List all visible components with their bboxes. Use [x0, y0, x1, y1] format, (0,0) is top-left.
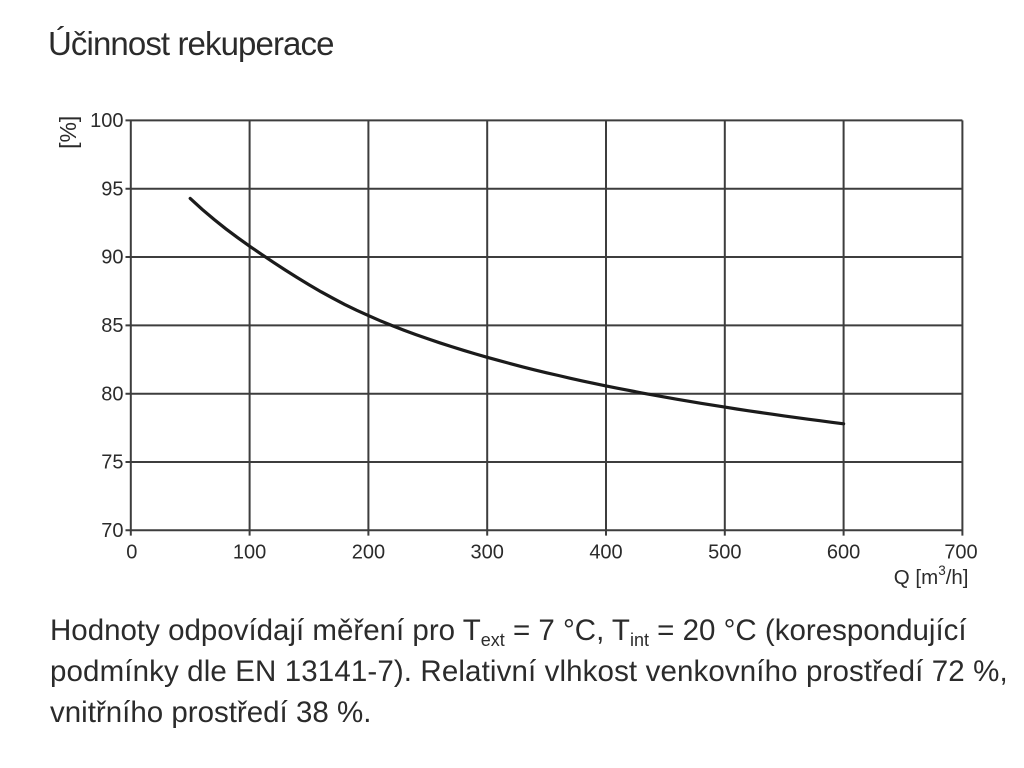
- svg-text:300: 300: [471, 541, 504, 563]
- svg-text:85: 85: [101, 315, 123, 337]
- svg-text:90: 90: [101, 247, 123, 269]
- svg-text:95: 95: [101, 178, 123, 200]
- svg-text:700: 700: [944, 541, 977, 563]
- svg-text:200: 200: [352, 541, 385, 563]
- svg-text:100: 100: [233, 541, 266, 563]
- svg-text:100: 100: [90, 110, 123, 132]
- svg-text:Q [m3/h]: Q [m3/h]: [894, 563, 969, 589]
- svg-text:400: 400: [589, 541, 622, 563]
- svg-text:80: 80: [101, 383, 123, 405]
- svg-text:500: 500: [708, 541, 741, 563]
- svg-text:70: 70: [101, 520, 123, 542]
- svg-text:[%]: [%]: [55, 116, 81, 149]
- svg-text:600: 600: [827, 541, 860, 563]
- svg-text:0: 0: [126, 541, 137, 563]
- svg-text:75: 75: [101, 452, 123, 474]
